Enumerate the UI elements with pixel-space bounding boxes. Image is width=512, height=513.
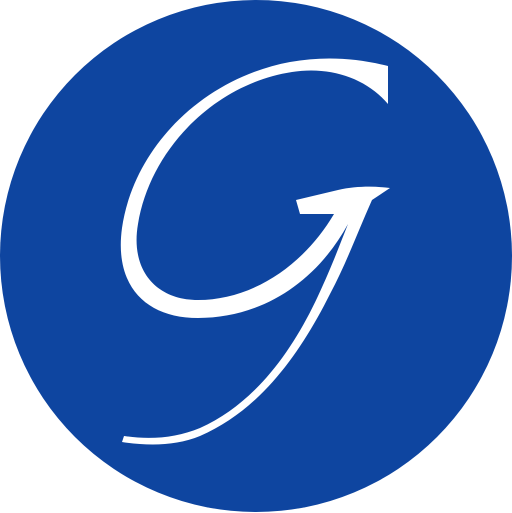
logo-graphic (0, 0, 512, 512)
logo-circle (0, 0, 512, 512)
logo-badge: G (0, 0, 512, 512)
